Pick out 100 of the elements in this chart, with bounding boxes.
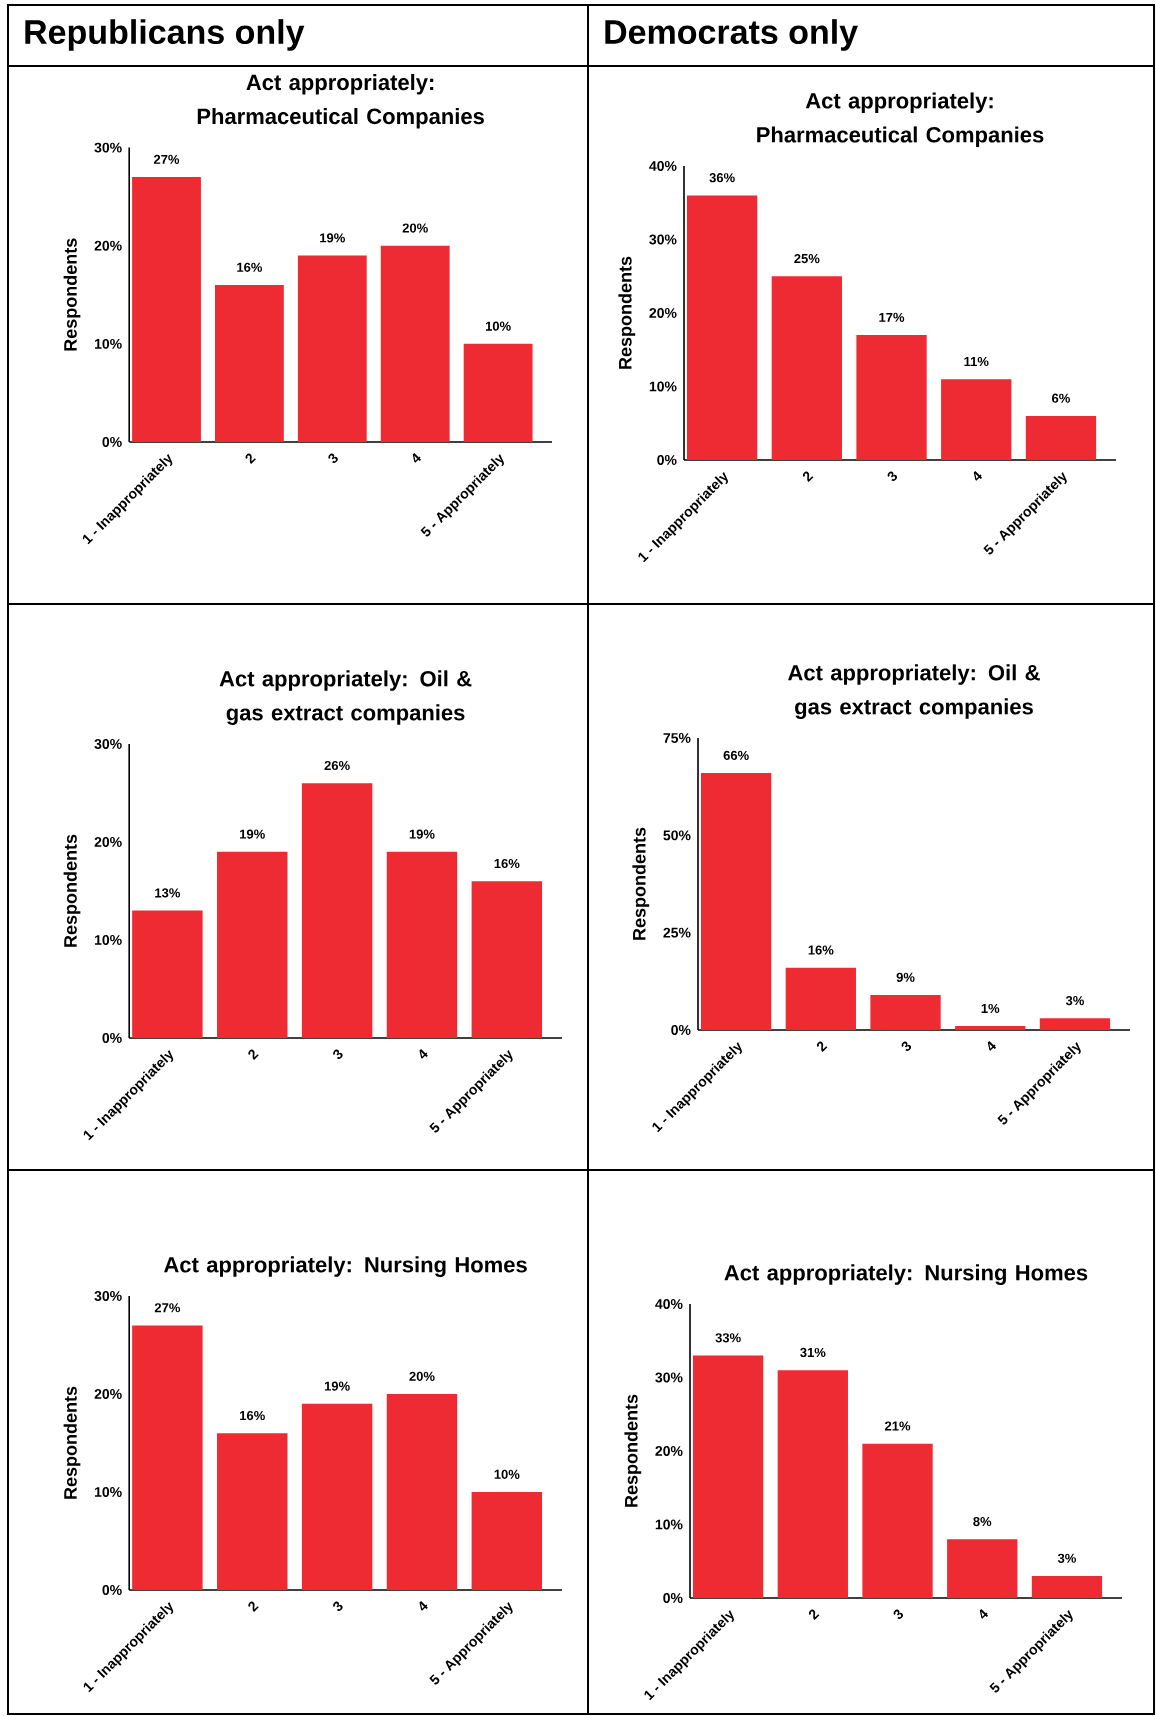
y-tick-label: 10%	[94, 935, 122, 945]
y-tick-label: 0%	[102, 437, 122, 447]
bar	[1025, 415, 1097, 460]
bar	[856, 335, 927, 460]
x-tick-label: 2	[248, 1601, 259, 1613]
data-label: 19%	[320, 233, 345, 243]
x-tick-label: 3	[333, 1601, 343, 1612]
bar	[301, 1403, 373, 1590]
y-tick-label: 10%	[649, 381, 677, 392]
data-label: 21%	[884, 1421, 911, 1431]
y-tick-label: 30%	[94, 739, 122, 749]
x-tick-label: 4	[973, 470, 983, 481]
bar	[692, 1355, 764, 1598]
y-tick-label: 20%	[649, 308, 677, 318]
data-label: 10%	[485, 321, 511, 331]
chart-title: Act appropriately: Oil & gas extract companies	[219, 670, 472, 725]
x-tick-label: 2	[245, 453, 256, 465]
y-tick-label: 30%	[94, 142, 122, 153]
bar	[862, 1443, 933, 1598]
bar	[132, 177, 201, 442]
y-tick-label: 50%	[663, 830, 691, 841]
bar	[941, 379, 1012, 460]
data-label: 1%	[981, 1003, 1000, 1014]
y-axis-title: Respondents	[63, 1386, 81, 1499]
y-tick-label: 20%	[655, 1446, 683, 1456]
bar	[870, 994, 941, 1030]
y-tick-label: 0%	[102, 1033, 122, 1043]
bar	[386, 1393, 458, 1590]
chart-title: Act appropriately: Oil & gas extract companies	[788, 664, 1040, 719]
data-label: 16%	[808, 945, 834, 955]
bar	[686, 195, 758, 460]
y-tick-label: 0%	[657, 455, 677, 465]
bar	[771, 276, 842, 460]
bar	[297, 255, 367, 442]
bar	[386, 851, 458, 1038]
x-tick-label: 4	[987, 1040, 997, 1051]
data-label: 3%	[1065, 996, 1084, 1006]
y-tick-label: 10%	[655, 1519, 683, 1530]
data-label: 8%	[973, 1516, 992, 1527]
data-label: 33%	[715, 1333, 741, 1343]
data-label: 6%	[1052, 393, 1070, 403]
bar	[1031, 1575, 1103, 1598]
y-tick-label: 30%	[655, 1372, 683, 1383]
bar	[463, 343, 533, 442]
y-tick-label: 20%	[94, 837, 122, 847]
y-axis-title: Respondents	[618, 256, 636, 369]
data-label: 9%	[896, 972, 915, 982]
chart-title: Act appropriately: Nursing Homes	[163, 1256, 527, 1277]
data-label: 13%	[155, 888, 181, 898]
data-label: 27%	[153, 154, 180, 164]
y-tick-label: 75%	[663, 733, 691, 743]
chart-title: Act appropriately: Nursing Homes	[724, 1264, 1088, 1285]
data-label: 16%	[240, 1410, 265, 1421]
y-tick-label: 10%	[94, 338, 122, 349]
data-label: 11%	[964, 356, 989, 367]
y-tick-label: 25%	[663, 927, 691, 938]
bar	[955, 1026, 1026, 1030]
y-tick-label: 20%	[94, 240, 122, 251]
data-label: 16%	[237, 262, 263, 272]
bar	[777, 1370, 848, 1598]
data-label: 19%	[240, 829, 265, 839]
bar	[471, 881, 543, 1038]
x-tick-label: 3	[887, 471, 898, 482]
x-tick-label: 2	[248, 1049, 259, 1061]
y-tick-label: 20%	[94, 1389, 122, 1399]
y-axis-title: Respondents	[632, 827, 650, 940]
data-label: 16%	[494, 858, 520, 869]
chart-title: Act appropriately: Pharmaceutical Companies	[197, 74, 484, 129]
y-tick-label: 30%	[649, 234, 677, 245]
bar	[1039, 1018, 1111, 1030]
text: Republicans only	[25, 19, 305, 51]
bar	[301, 783, 373, 1038]
y-tick-label: 0%	[671, 1025, 691, 1035]
x-tick-label: 3	[333, 1049, 343, 1060]
y-tick-label: 40%	[655, 1299, 683, 1309]
data-label: 27%	[154, 1303, 181, 1313]
bar	[217, 851, 288, 1038]
data-label: 20%	[409, 1371, 435, 1381]
y-axis-title: Respondents	[624, 1394, 642, 1507]
x-tick-label: 2	[816, 1041, 828, 1053]
x-tick-label: 2	[808, 1609, 820, 1621]
bar	[947, 1539, 1018, 1598]
y-tick-label: 10%	[94, 1487, 122, 1497]
y-axis-title: Respondents	[63, 834, 81, 947]
data-label: 25%	[794, 253, 820, 264]
chart-title: Act appropriately: Pharmaceutical Companies	[757, 92, 1044, 147]
data-label: 66%	[723, 750, 749, 760]
bar	[471, 1491, 543, 1590]
y-tick-label: 0%	[663, 1593, 683, 1603]
y-tick-label: 0%	[102, 1585, 122, 1595]
x-tick-label: 2	[802, 471, 814, 483]
bar	[132, 910, 203, 1038]
bar	[217, 1433, 288, 1590]
x-tick-label: 3	[901, 1041, 912, 1052]
x-tick-label: 4	[979, 1608, 989, 1619]
data-label: 26%	[324, 760, 350, 771]
x-tick-label: 4	[419, 1600, 428, 1611]
bar	[132, 1325, 203, 1590]
data-label: 36%	[709, 173, 735, 183]
data-label: 19%	[324, 1381, 350, 1391]
